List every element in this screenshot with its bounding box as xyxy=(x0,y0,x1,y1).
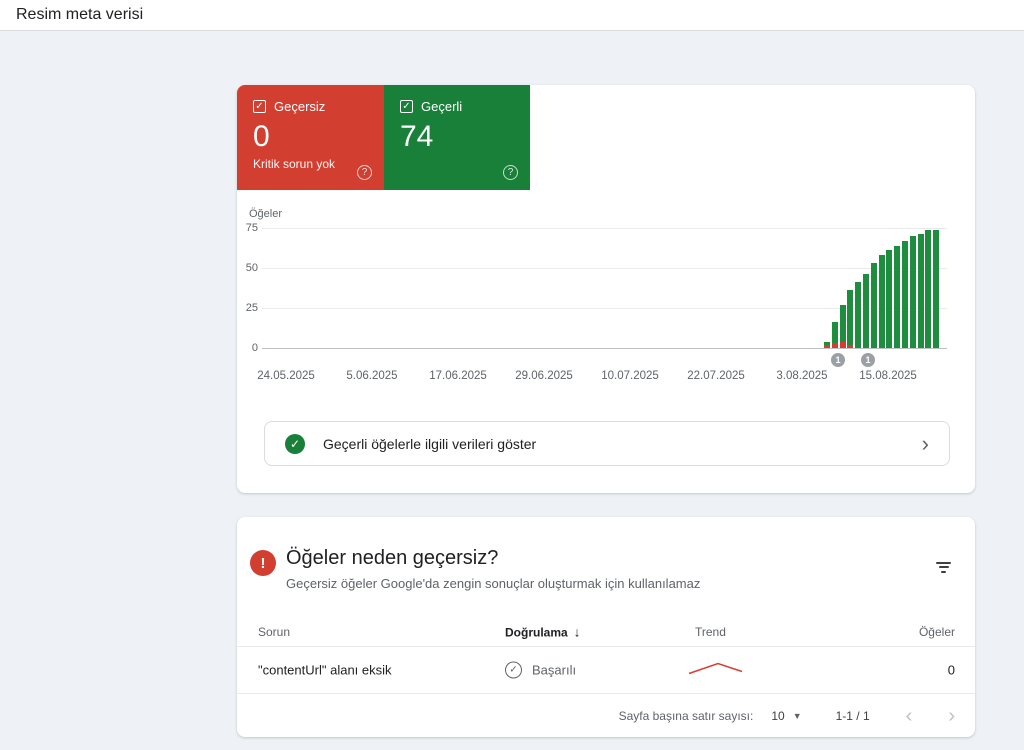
valid-bar-segment xyxy=(886,250,893,348)
trend-cell xyxy=(687,661,745,680)
help-icon[interactable]: ? xyxy=(503,165,518,180)
gridline xyxy=(262,308,947,309)
x-axis-label: 17.06.2025 xyxy=(429,370,487,382)
valid-bar-segment xyxy=(831,322,838,344)
items-time-series-chart: Öğeler 75 50 25 0 1 1 24.05.2025 5.06.2025 17.06… xyxy=(246,205,952,400)
valid-bar-segment xyxy=(824,341,830,345)
valid-bar-segment xyxy=(902,240,908,348)
valid-bar-segment xyxy=(855,282,862,348)
chart-bar[interactable] xyxy=(894,245,901,348)
gridline xyxy=(262,348,947,349)
issues-panel-title: Öğeler neden geçersiz? xyxy=(286,547,499,569)
error-icon: ! xyxy=(250,550,276,576)
issues-panel-subtitle: Geçersiz öğeler Google'da zengin sonuçla… xyxy=(286,576,701,591)
chart-bar[interactable] xyxy=(870,263,877,348)
checkbox-checked-icon[interactable]: ✓ xyxy=(400,100,413,113)
valid-bar-segment xyxy=(847,290,854,345)
chart-bar[interactable] xyxy=(925,229,932,348)
valid-bar-segment xyxy=(909,236,916,348)
invalid-bar-segment xyxy=(847,344,854,348)
valid-bar-segment xyxy=(878,255,885,348)
column-header-items[interactable]: Öğeler xyxy=(918,624,955,639)
pagination-range: 1-1 / 1 xyxy=(835,708,870,723)
x-axis-label: 24.05.2025 xyxy=(257,370,315,382)
invalid-card-label: Geçersiz xyxy=(274,99,326,114)
column-header-issue[interactable]: Sorun xyxy=(258,624,291,639)
valid-summary-card[interactable]: ✓ Geçerli 74 ? xyxy=(384,85,530,190)
page-title: Resim meta verisi xyxy=(16,6,144,23)
table-pagination: Sayfa başına satır sayısı: 10 ▼ 1-1 / 1 … xyxy=(237,694,975,737)
invalid-bar-segment xyxy=(824,344,830,348)
previous-page-icon[interactable]: ‹ xyxy=(905,704,913,727)
validation-label: Başarılı xyxy=(532,662,577,678)
valid-bar-segment xyxy=(839,304,846,342)
next-page-icon[interactable]: › xyxy=(948,704,955,727)
valid-bar-segment xyxy=(917,234,924,348)
column-header-validation[interactable]: Doğrulama ↓ xyxy=(505,624,581,639)
status-chart-panel: ✓ Geçersiz 0 Kritik sorun yok ? ✓ Geçerl… xyxy=(237,85,975,493)
invalid-card-note: Kritik sorun yok xyxy=(253,157,336,171)
chart-bar[interactable] xyxy=(831,322,838,348)
x-axis-label: 22.07.2025 xyxy=(687,370,745,382)
y-axis-tick: 0 xyxy=(251,342,258,354)
checkbox-checked-icon[interactable]: ✓ xyxy=(253,100,266,113)
page-header: Resim meta verisi xyxy=(0,0,1024,31)
chart-bar[interactable] xyxy=(855,282,862,348)
dropdown-arrow-icon[interactable]: ▼ xyxy=(792,710,802,721)
valid-bar-segment xyxy=(894,245,901,348)
chart-bar[interactable] xyxy=(847,290,854,348)
x-axis-label: 10.07.2025 xyxy=(601,370,659,382)
y-axis-tick: 25 xyxy=(245,302,258,314)
y-axis-tick: 50 xyxy=(245,262,258,274)
show-valid-data-label: Geçerli öğelerle ilgili verileri göster xyxy=(323,435,537,452)
invalid-count: 0 xyxy=(253,120,270,153)
valid-check-icon: ✓ xyxy=(285,433,305,454)
gridline xyxy=(262,228,947,229)
x-axis-label: 5.06.2025 xyxy=(346,370,398,382)
issues-table-header: Sorun Doğrulama ↓ Trend Öğeler xyxy=(237,617,975,647)
valid-bar-segment xyxy=(870,263,877,348)
chart-bar[interactable] xyxy=(839,304,846,348)
valid-bar-segment xyxy=(863,274,869,348)
chart-bar[interactable] xyxy=(886,250,893,348)
issue-name[interactable]: "contentUrl" alanı eksik xyxy=(258,662,392,678)
x-axis-label: 15.08.2025 xyxy=(859,370,917,382)
column-header-trend[interactable]: Trend xyxy=(695,624,726,639)
sort-desc-icon: ↓ xyxy=(573,624,581,639)
invalid-bar-segment xyxy=(839,341,846,348)
issue-items-count: 0 xyxy=(947,662,955,678)
issue-table-row[interactable]: "contentUrl" alanı eksik ✓ Başarılı 0 xyxy=(237,647,975,694)
invalid-bar-segment xyxy=(831,343,838,348)
gridline xyxy=(262,268,947,269)
show-valid-data-button[interactable]: ✓ Geçerli öğelerle ilgili verileri göste… xyxy=(264,421,950,466)
chart-annotation-marker[interactable]: 1 xyxy=(831,353,845,367)
invalid-summary-card[interactable]: ✓ Geçersiz 0 Kritik sorun yok ? xyxy=(237,85,384,190)
chart-bar[interactable] xyxy=(878,255,885,348)
chart-bar[interactable] xyxy=(902,240,908,348)
valid-bar-segment xyxy=(933,229,940,348)
help-icon[interactable]: ? xyxy=(357,165,372,180)
rows-per-page-select[interactable]: 10 xyxy=(771,708,785,723)
y-axis-tick: 75 xyxy=(245,222,258,234)
invalid-reasons-panel: ! Öğeler neden geçersiz? Geçersiz öğeler… xyxy=(237,517,975,737)
chart-bar[interactable] xyxy=(917,234,924,348)
chart-annotation-marker[interactable]: 1 xyxy=(861,353,875,367)
chart-bar[interactable] xyxy=(909,236,916,348)
rows-per-page-label: Sayfa başına satır sayısı: xyxy=(618,708,754,723)
valid-bar-segment xyxy=(925,229,932,348)
filter-icon[interactable] xyxy=(932,555,955,579)
chart-bar[interactable] xyxy=(933,229,940,348)
chevron-right-icon[interactable]: › xyxy=(921,430,929,456)
x-axis-label: 29.06.2025 xyxy=(515,370,573,382)
chart-bar[interactable] xyxy=(824,341,830,348)
trend-sparkline xyxy=(688,662,743,675)
chart-bar[interactable] xyxy=(863,274,869,348)
validation-passed-icon: ✓ xyxy=(505,661,522,679)
x-axis-label: 3.08.2025 xyxy=(776,370,828,382)
valid-count: 74 xyxy=(400,120,434,153)
y-axis-title: Öğeler xyxy=(249,208,283,220)
validation-status: ✓ Başarılı xyxy=(505,661,577,679)
valid-card-label: Geçerli xyxy=(421,99,463,114)
